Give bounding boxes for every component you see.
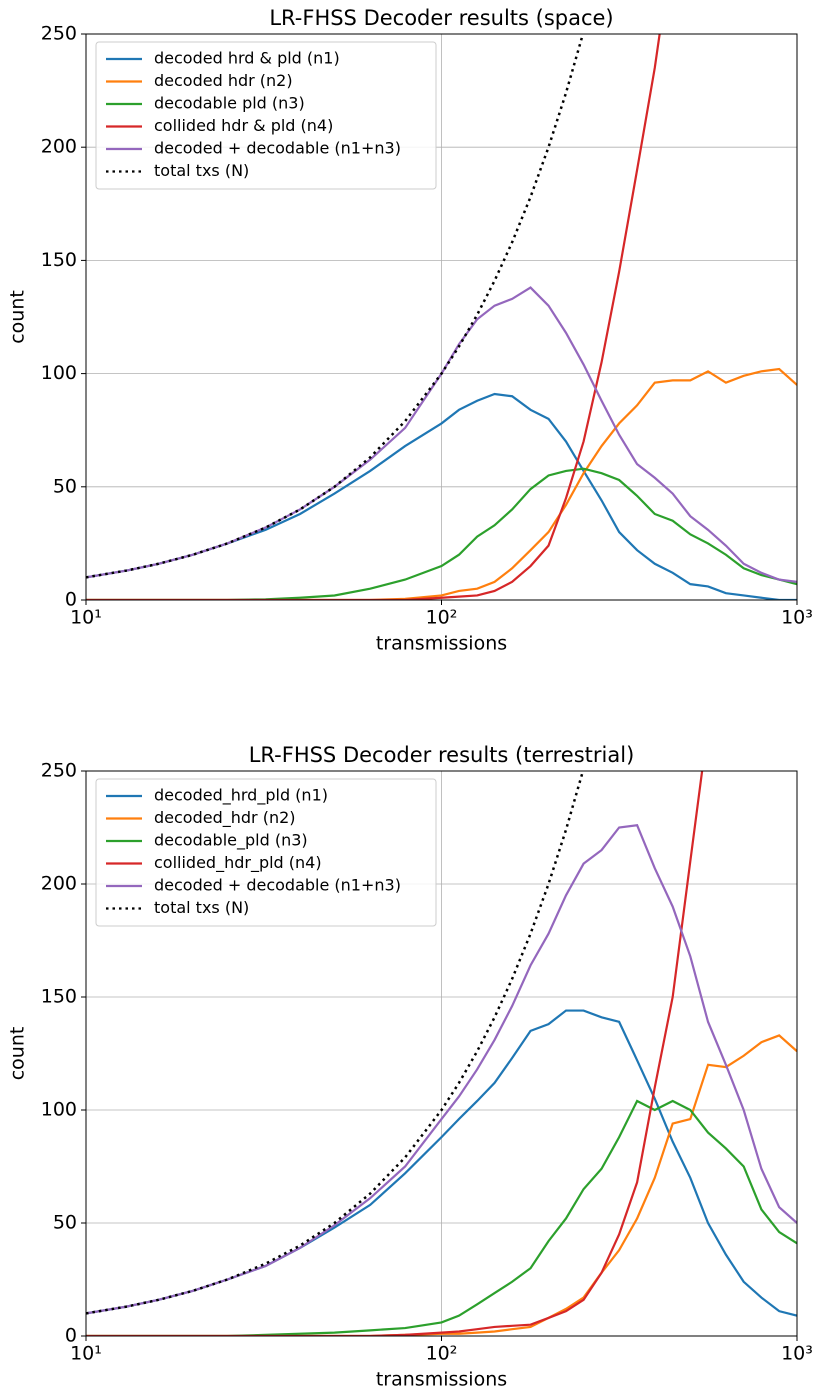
line — [86, 392, 797, 600]
legend-label: collided hdr & pld (n4) — [154, 116, 333, 135]
legend-label: decoded hrd & pld (n1) — [154, 49, 340, 68]
line — [86, 771, 704, 1336]
x-tick-label: 10² — [426, 607, 458, 629]
legend-label: decodable_pld (n3) — [154, 831, 308, 851]
y-tick-label: 100 — [41, 362, 77, 384]
x-tick-label: 10¹ — [70, 1343, 102, 1365]
line — [86, 34, 661, 600]
chart: LR-FHSS Decoder results (terrestrial) tra… — [7, 743, 813, 1391]
line — [86, 1034, 797, 1336]
y-tick-label: 50 — [53, 475, 77, 497]
y-tick-label: 50 — [53, 1212, 77, 1234]
legend-label: decodable pld (n3) — [154, 94, 305, 113]
legend: decoded_hrd_pld (n1)decoded_hdr (n2) deco… — [95, 778, 437, 927]
y-tick-label: 150 — [41, 249, 77, 271]
x-tick-label: 10³ — [781, 1343, 813, 1365]
line — [86, 367, 797, 600]
legend-label: decoded_hrd_pld (n1) — [154, 786, 328, 806]
x-tick-label: 10¹ — [70, 607, 102, 629]
y-tick-label: 200 — [41, 136, 77, 158]
x-tick-label: 10³ — [781, 607, 813, 629]
y-tick-label: 150 — [41, 986, 77, 1008]
chart: LR-FHSS Decoder results (space) transmiss… — [7, 6, 813, 655]
y-tick-label: 0 — [65, 1325, 77, 1347]
legend-label: decoded hdr (n2) — [154, 71, 293, 90]
legend-label: total txs (N) — [154, 161, 249, 180]
plot-frame — [85, 33, 798, 601]
y-tick-label: 250 — [41, 23, 77, 45]
chart-title: LR-FHSS Decoder results (terrestrial) — [249, 743, 635, 767]
legend-box — [95, 41, 437, 190]
legend-label: decoded + decodable (n1+n3) — [154, 876, 401, 895]
x-axis-label: transmissions — [376, 633, 507, 655]
line — [86, 286, 797, 583]
y-tick-label: 100 — [41, 1099, 77, 1121]
line — [86, 1099, 797, 1336]
y-axis-label: count — [7, 290, 29, 344]
legend-box — [95, 778, 437, 927]
legend-label: total txs (N) — [154, 898, 249, 917]
y-axis-label: count — [7, 1027, 29, 1081]
legend-label: decoded_hdr (n2) — [154, 808, 296, 828]
x-axis-label: transmissions — [376, 1369, 507, 1391]
y-tick-label: 0 — [65, 589, 77, 611]
y-tick-label: 250 — [41, 760, 77, 782]
y-tick-label: 200 — [41, 873, 77, 895]
x-tick-label: 10² — [426, 1343, 458, 1365]
legend-label: decoded + decodable (n1+n3) — [154, 139, 401, 158]
plot-frame — [85, 770, 798, 1337]
legend: decoded hrd & pld (n1) decoded hdr (n2) de… — [95, 41, 437, 190]
legend-label: collided_hdr_pld (n4) — [154, 853, 322, 873]
line — [86, 824, 797, 1315]
chart-title: LR-FHSS Decoder results (space) — [269, 6, 613, 30]
